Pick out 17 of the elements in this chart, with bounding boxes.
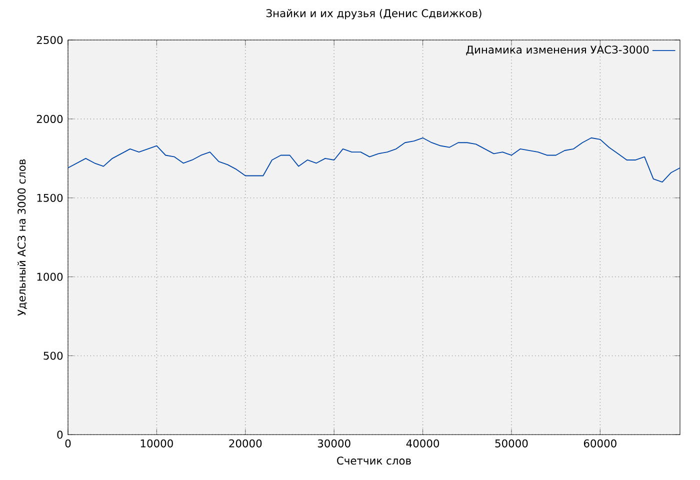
- x-tick-label: 50000: [495, 439, 528, 448]
- chart-title: Знайки и их друзья (Денис Сдвижков): [266, 8, 482, 20]
- x-tick-label: 40000: [406, 439, 440, 448]
- y-axis-title: Удельный АСЗ на 3000 слов: [17, 159, 27, 316]
- x-axis-title: Счетчик слов: [337, 456, 411, 465]
- y-tick-label: 2000: [36, 114, 63, 123]
- x-tick-label: 10000: [140, 439, 173, 448]
- y-tick-label: 500: [44, 352, 63, 360]
- y-tick-label: 0: [57, 430, 63, 439]
- y-tick-label: 2500: [36, 36, 63, 44]
- y-tick-label: 1500: [37, 194, 63, 202]
- legend-label: Динамика изменения УАСЗ-3000: [466, 46, 649, 56]
- y-tick-label: 1000: [37, 272, 63, 281]
- x-tick-label: 60000: [584, 439, 616, 448]
- x-tick-label: 20000: [229, 439, 262, 448]
- x-tick-label: 0: [65, 439, 71, 448]
- x-tick-label: 30000: [318, 439, 350, 448]
